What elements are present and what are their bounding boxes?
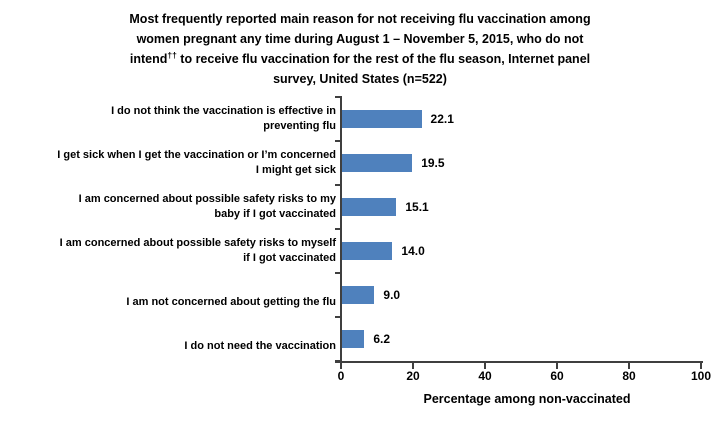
y-axis-line bbox=[340, 96, 342, 363]
bar bbox=[342, 286, 375, 304]
x-axis-title: Percentage among non-vaccinated bbox=[423, 392, 631, 406]
bar-value-label: 6.2 bbox=[373, 332, 390, 346]
y-axis-tick bbox=[335, 96, 340, 98]
y-axis-tick bbox=[335, 184, 340, 186]
x-axis-tick bbox=[484, 363, 486, 369]
bar-value-label: 14.0 bbox=[401, 244, 425, 258]
chart-title-line: Most frequently reported main reason for… bbox=[129, 12, 591, 26]
category-axis-labels: I do not think the vaccination is effect… bbox=[2, 97, 336, 361]
bar-value-label: 15.1 bbox=[405, 200, 429, 214]
chart-title-text: intend bbox=[129, 52, 168, 66]
bar-value-label: 22.1 bbox=[430, 112, 454, 126]
bar-row: 19.5 bbox=[342, 141, 702, 185]
x-axis-tick bbox=[700, 363, 702, 369]
x-axis-tick-label: 20 bbox=[406, 369, 420, 383]
bar-row: 6.2 bbox=[342, 317, 702, 361]
chart-title-line: survey, United States (n=522) bbox=[273, 72, 447, 86]
category-label: I am concerned about possible safety ris… bbox=[78, 193, 336, 220]
bar-value-label: 9.0 bbox=[383, 288, 401, 302]
x-axis-tick bbox=[628, 363, 630, 369]
category-label: I do not need the vaccination bbox=[184, 340, 336, 352]
category-label: I am concerned about possible safety ris… bbox=[59, 237, 336, 264]
bar-row: 9.0 bbox=[342, 273, 702, 317]
bar bbox=[342, 330, 365, 348]
y-axis-tick bbox=[335, 360, 340, 362]
bar-row: 22.1 bbox=[342, 97, 702, 141]
bar-row: 14.0 bbox=[342, 229, 702, 273]
category-label: I am not concerned about getting the flu bbox=[126, 296, 336, 308]
x-axis-tick bbox=[412, 363, 414, 369]
x-axis-tick-label: 0 bbox=[337, 369, 345, 383]
x-axis-tick-label: 60 bbox=[550, 369, 564, 383]
y-axis-tick bbox=[335, 140, 340, 142]
x-axis-tick-label: 80 bbox=[622, 369, 636, 383]
bar-value-label: 19.5 bbox=[421, 156, 445, 170]
plot-area: 22.1 19.5 15.1 14.0 9.0 6.2 bbox=[342, 97, 702, 361]
y-axis-tick bbox=[335, 272, 340, 274]
chart-title-line: women pregnant any time during August 1 … bbox=[136, 32, 584, 46]
dagger-footnote-marker: †† bbox=[167, 49, 177, 60]
bar-row: 15.1 bbox=[342, 185, 702, 229]
x-axis-line bbox=[335, 361, 703, 363]
x-axis-tick-label: 40 bbox=[478, 369, 492, 383]
bar bbox=[342, 198, 397, 216]
chart-title-line: intend†† to receive flu vaccination for … bbox=[10, 49, 710, 69]
category-label: I do not think the vaccination is effect… bbox=[111, 105, 336, 132]
chart-title: Most frequently reported main reason for… bbox=[10, 9, 710, 89]
y-axis-tick bbox=[335, 316, 340, 318]
category-label: I get sick when I get the vaccination or… bbox=[57, 149, 336, 176]
x-axis-tick-label: 100 bbox=[690, 369, 712, 383]
x-axis-tick bbox=[556, 363, 558, 369]
bar bbox=[342, 242, 393, 260]
y-axis-tick bbox=[335, 228, 340, 230]
chart-title-text: to receive flu vaccination for the rest … bbox=[176, 52, 591, 66]
bar bbox=[342, 110, 422, 128]
x-axis-tick bbox=[340, 363, 342, 369]
bar bbox=[342, 154, 413, 172]
